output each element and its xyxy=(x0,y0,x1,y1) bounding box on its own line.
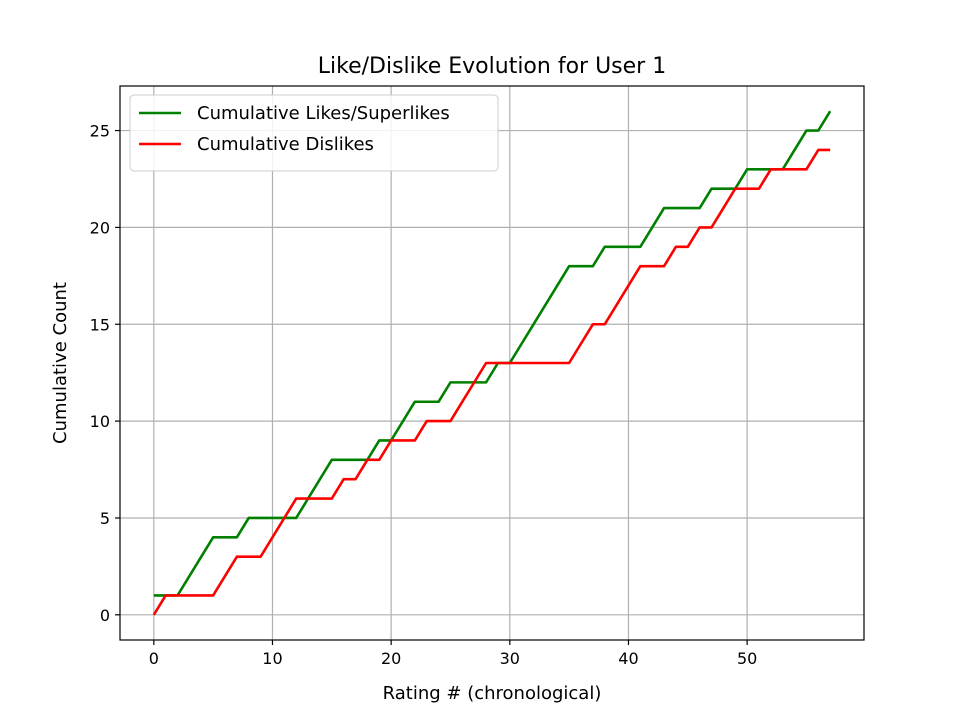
legend-label-1: Cumulative Dislikes xyxy=(197,134,374,155)
y-tick-label: 20 xyxy=(90,218,110,237)
y-tick-label: 15 xyxy=(90,315,110,334)
y-axis-label: Cumulative Count xyxy=(50,282,71,444)
x-tick-label: 30 xyxy=(500,649,520,668)
x-tick-label: 50 xyxy=(737,649,757,668)
y-tick-label: 5 xyxy=(100,509,110,528)
series-line-1 xyxy=(152,148,831,616)
x-tick-label: 40 xyxy=(618,649,638,668)
legend-label-0: Cumulative Likes/Superlikes xyxy=(197,103,450,124)
y-tick-label: 10 xyxy=(90,412,110,431)
legend-box xyxy=(129,94,499,172)
series-lines xyxy=(152,110,832,616)
series-line-0 xyxy=(153,110,832,597)
x-tick-label: 10 xyxy=(262,649,282,668)
axis-ticks: 0 10 20 30 40 50 0 5 10 15 20 25 xyxy=(90,122,758,668)
legend: Cumulative Likes/Superlikes Cumulative Di… xyxy=(129,94,499,172)
x-axis-label: Rating # (chronological) xyxy=(383,683,602,704)
y-tick-label: 0 xyxy=(100,606,110,625)
y-tick-label: 25 xyxy=(90,122,110,141)
grid xyxy=(120,86,864,640)
x-tick-label: 20 xyxy=(381,649,401,668)
chart-title: Like/Dislike Evolution for User 1 xyxy=(318,54,666,79)
plot-frame xyxy=(119,85,865,641)
x-tick-label: 0 xyxy=(149,649,159,668)
